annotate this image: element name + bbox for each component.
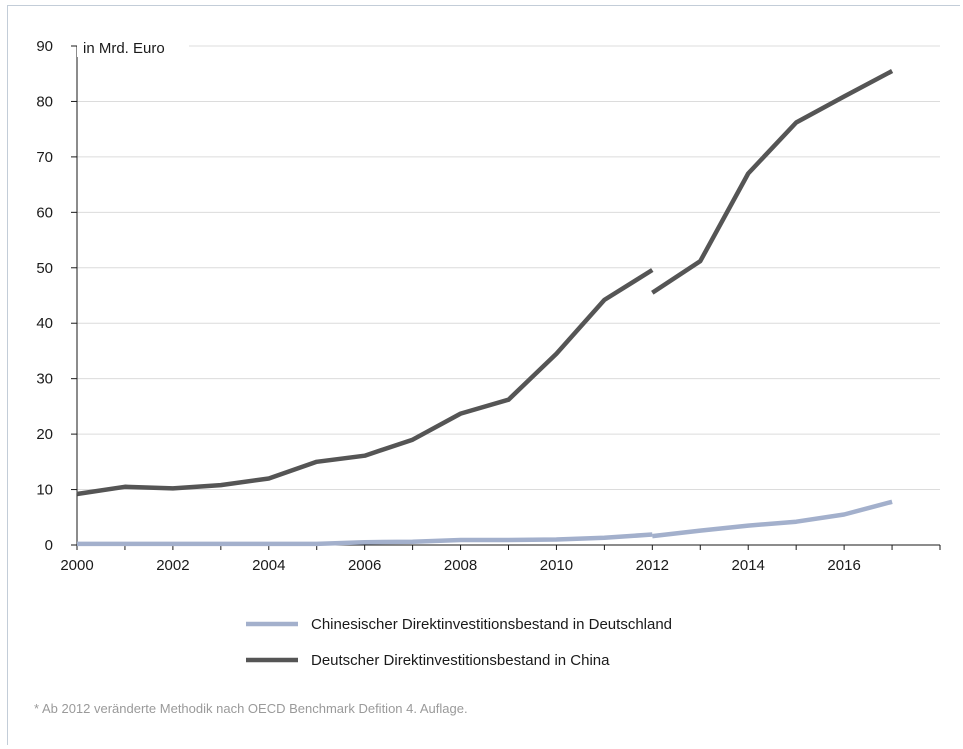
x-tick-labels: 2000 2002 2004 2006 2008 2010 2012 2014 2016 [60,557,860,574]
y-tick-labels: 0 10 20 30 40 50 60 70 80 90 [36,38,53,554]
x-tick-label: 2002 [156,557,189,574]
x-tick-label: 2006 [348,557,381,574]
series-line [77,532,653,547]
series-lines [76,69,894,547]
x-tick-label: 2016 [827,557,860,574]
y-tick-label: 70 [36,149,53,166]
y-axis-label: in Mrd. Euro [83,40,165,57]
y-tick-label: 40 [36,315,53,332]
y-tick-label: 80 [36,93,53,110]
footnote: * Ab 2012 veränderte Methodik nach OECD … [34,701,468,716]
chart-frame [7,5,960,745]
x-tick-label: 2004 [252,557,285,574]
x-tick-label: 2008 [444,557,477,574]
x-tick-label: 2000 [60,557,93,574]
y-tick-label: 20 [36,426,53,443]
legend-label: Chinesischer Direktinvestitionsbestand i… [311,616,672,633]
x-tick-label: 2014 [732,557,765,574]
axes [71,45,941,550]
series-line [652,499,893,539]
y-tick-label: 0 [45,537,53,554]
grid-lines [77,45,940,491]
x-tick-label: 2012 [636,557,669,574]
y-tick-label: 50 [36,260,53,277]
x-tick-label: 2010 [540,557,573,574]
series-line [76,268,654,497]
y-tick-label: 90 [36,38,53,55]
legend-label: Deutscher Direktinvestitionsbestand in C… [311,652,610,669]
y-axis-label-background [77,35,189,57]
y-tick-label: 30 [36,371,53,388]
series-line [651,69,894,295]
y-tick-label: 60 [36,204,53,221]
legend: Chinesischer Direktinvestitionsbestand i… [246,616,672,669]
y-tick-label: 10 [36,482,53,499]
